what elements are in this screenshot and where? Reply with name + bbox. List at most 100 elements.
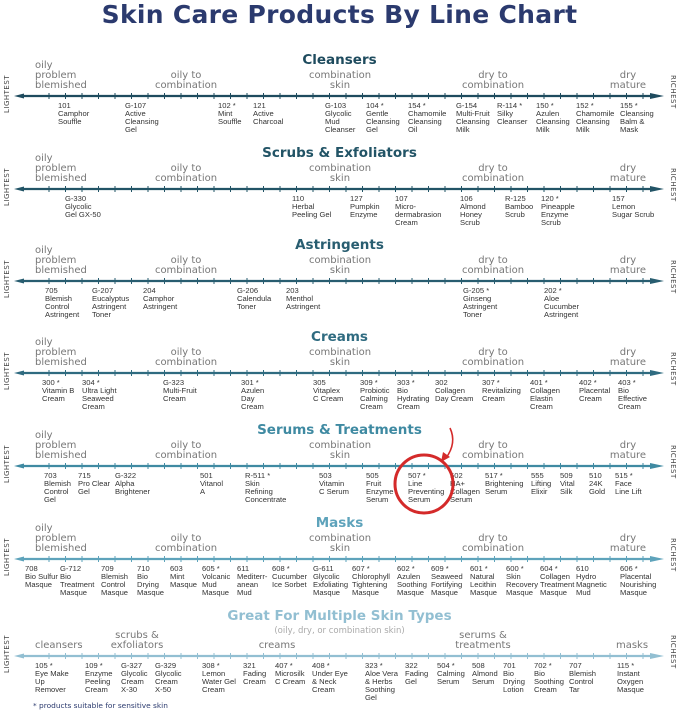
product-code: 304 *	[82, 378, 100, 387]
product-name: Bio Sulfur Masque	[25, 572, 58, 589]
product-code: 501	[200, 471, 213, 480]
product-code: 703	[44, 471, 57, 480]
product-item: G-330 Glycolic Gel GX-50	[65, 195, 101, 219]
product-item: 323 * Aloe Vera & Herbs Soothing Gel	[365, 662, 398, 702]
product-item: 308 * Lemon Water Gel Cream	[202, 662, 236, 694]
product-name: Almond Honey Scrub	[460, 202, 486, 227]
product-item: 402 * Placental Cream	[579, 379, 610, 403]
product-item: 502 HA+ Collagen Serum	[450, 472, 480, 504]
product-item: 150 * Azulen Cleansing Milk	[536, 102, 570, 134]
axis-line	[14, 370, 664, 376]
product-name: Azulen Day Cream	[241, 386, 265, 411]
product-code: 127	[350, 194, 363, 203]
product-name: Herbal Peeling Gel	[292, 202, 332, 219]
axis-line	[14, 186, 664, 192]
product-item: 102 * Mint Souffle	[218, 102, 242, 126]
page-title: Skin Care Products By Line Chart	[101, 0, 578, 29]
product-code: 606 *	[620, 564, 638, 573]
product-name: Microsilk C Cream	[275, 669, 306, 686]
product-code: 154 *	[408, 101, 426, 110]
product-code: 609 *	[431, 564, 449, 573]
product-item: 107 Micro- dermabrasion Cream	[395, 195, 441, 227]
product-code: 610	[576, 564, 589, 573]
product-item: 204 Camphor Astringent	[143, 287, 177, 311]
product-name: 24K Gold	[589, 479, 606, 496]
product-name: Active Cleansing Gel	[125, 109, 159, 134]
product-item: G-107 Active Cleansing Gel	[125, 102, 159, 134]
skin-type-label: dry mature	[609, 533, 647, 554]
product-item: 322 Fading Gel	[405, 662, 428, 686]
richest-label: RICHEST	[669, 352, 677, 386]
product-item: 101 Camphor Souffle	[58, 102, 89, 126]
product-item: 709 Blemish Control Masque	[101, 565, 128, 597]
product-item: 710 Bio Drying Masque	[137, 565, 164, 597]
product-item: 517 * Brightening Serum	[485, 472, 523, 496]
product-name: Almond Serum	[472, 669, 498, 686]
product-code: 150 *	[536, 101, 554, 110]
lightest-label: LIGHTEST	[3, 259, 11, 298]
skin-type-label: dry to combination	[461, 440, 525, 461]
product-name: Blemish Control Tar	[569, 669, 597, 694]
product-code: 305	[313, 378, 326, 387]
product-name: Blemish Control Masque	[101, 572, 129, 597]
product-item: G-712 Bio Treatment Masque	[60, 565, 94, 597]
product-item: 602 * Azulen Soothing Masque	[397, 565, 427, 597]
richest-label: RICHEST	[669, 168, 677, 202]
section-masks: Masks oily problem blemished oily to combi…	[0, 515, 679, 608]
product-item: R-511 * Skin Refining Concentrate	[245, 472, 286, 504]
product-code: G-103	[325, 101, 347, 110]
product-name: Glycolic Gel GX-50	[65, 202, 101, 219]
product-code: 510	[589, 471, 602, 480]
product-name: Collagen Elastin Cream	[530, 386, 560, 411]
product-item: 607 * Chlorophyll Tightening Masque	[352, 565, 390, 597]
product-name: Menthol Astringent	[286, 294, 321, 311]
product-name: Fruit Enzyme Serum	[366, 479, 394, 504]
product-code: 701	[503, 661, 516, 670]
product-code: 605 *	[202, 564, 220, 573]
product-name: Lemon Sugar Scrub	[612, 202, 655, 219]
skin-type-label: oily problem blemished	[35, 337, 87, 368]
product-code: 509	[560, 471, 573, 480]
section-title: Serums & Treatments	[257, 422, 422, 438]
product-item: R-125 Bamboo Scrub	[505, 195, 533, 219]
product-code: G-107	[125, 101, 147, 110]
product-code: 301 *	[241, 378, 259, 387]
product-code: 302	[435, 378, 448, 387]
product-code: 702 *	[534, 661, 552, 670]
product-name: Pineapple Enzyme Scrub	[541, 202, 575, 227]
product-name: Fading Cream	[243, 669, 267, 686]
product-item: 407 * Microsilk C Cream	[275, 662, 305, 686]
product-item: G-207 Eucalyptus Astringent Toner	[92, 287, 129, 319]
skin-type-label: oily to combination	[154, 70, 218, 91]
product-code: 705	[45, 286, 58, 295]
richest-label: RICHEST	[669, 538, 677, 572]
product-item: G-154 Multi-Fruit Cleansing Milk	[456, 102, 490, 134]
product-item: 157 Lemon Sugar Scrub	[612, 195, 654, 219]
richest-label: RICHEST	[669, 635, 677, 669]
product-item: 555 Lifting Elixir	[531, 472, 551, 496]
product-name: Alpha Brightener	[115, 479, 151, 496]
product-item: 105 * Eye Make Up Remover	[35, 662, 69, 694]
product-code: G-207	[92, 286, 114, 295]
product-name: Glycolic Exfoliating Masque	[313, 572, 349, 597]
skin-type-label: dry mature	[609, 347, 647, 368]
skin-type-label: oily problem blemished	[35, 430, 87, 461]
product-name: Blemish Control Gel	[44, 479, 72, 504]
product-code: 607 *	[352, 564, 370, 573]
skin-type-label: dry to combination	[461, 347, 525, 368]
product-item: 608 * Cucumber Ice Sorbet	[272, 565, 307, 589]
lightest-label: LIGHTEST	[3, 74, 11, 113]
product-item: 121 Active Charcoal	[253, 102, 283, 126]
product-name: Eucalyptus Astringent Toner	[92, 294, 130, 319]
product-code: G-712	[60, 564, 82, 573]
product-name: Ultra Light Seaweed Cream	[82, 386, 117, 411]
product-item: 604 * Collagen Treatment Masque	[540, 565, 574, 597]
skin-type-label: combination skin	[308, 255, 372, 276]
product-code: 202 *	[544, 286, 562, 295]
product-item: 304 * Ultra Light Seaweed Cream	[82, 379, 117, 411]
product-name: Chamomile Cleansing Oil	[408, 109, 447, 134]
product-item: 202 * Aloe Cucumber Astringent	[544, 287, 579, 319]
product-name: Seaweed Fortifying Masque	[431, 572, 463, 597]
lightest-label: LIGHTEST	[3, 351, 11, 390]
product-code: 602 *	[397, 564, 415, 573]
